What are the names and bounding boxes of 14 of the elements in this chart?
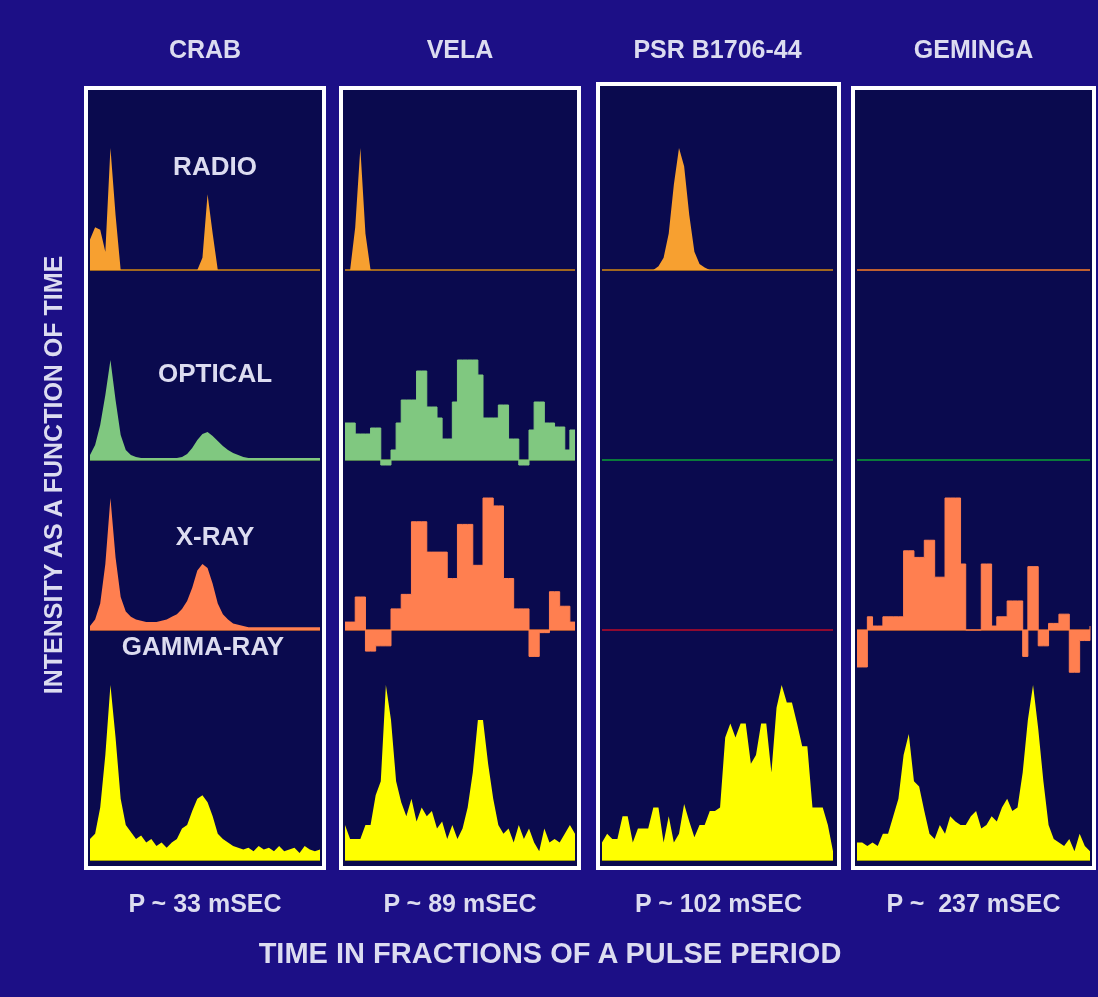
annotation: RADIO [173,151,257,181]
y-axis-title: INTENSITY AS A FUNCTION OF TIME [39,255,67,695]
text: GAMMA-RAY [121,631,285,661]
annotation: OPTICAL [157,358,273,388]
x-axis-title: P ~ 89 mSEC [383,889,537,917]
text: GEMINGA [913,35,1034,63]
x-axis-title: P ~ 102 mSEC [634,889,803,917]
chart-title: VELA [426,35,494,63]
text: TIME IN FRACTIONS OF A PULSE PERIOD [258,937,842,969]
x-axis-title: P ~ 33 mSEC [128,889,282,917]
chart-title: PSR B1706-44 [633,35,802,63]
x-axis-title: P ~ 237 mSEC [886,889,1061,917]
annotation: X-RAY [175,521,255,551]
chart-title: CRAB [168,35,242,63]
